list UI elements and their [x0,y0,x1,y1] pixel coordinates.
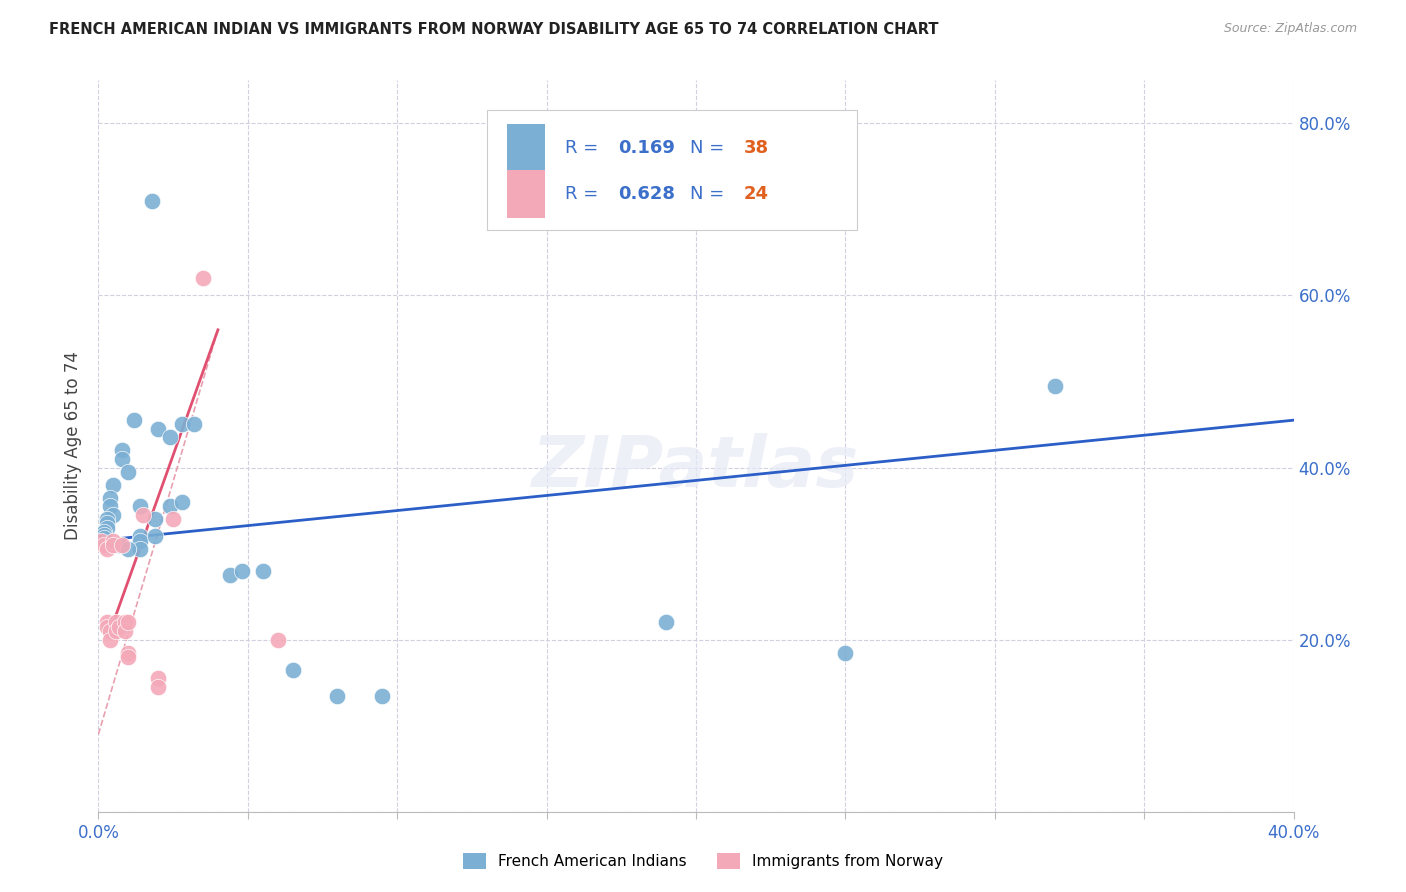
Point [98,491,122,505]
Text: FRENCH AMERICAN INDIAN VS IMMIGRANTS FROM NORWAY DISABILITY AGE 65 TO 74 CORRELA: FRENCH AMERICAN INDIAN VS IMMIGRANTS FRO… [49,22,939,37]
FancyBboxPatch shape [486,110,858,230]
Point [90,533,112,548]
Point [267,632,290,647]
FancyBboxPatch shape [508,170,546,218]
Point [103,477,125,491]
Point [93,524,115,539]
Text: Source: ZipAtlas.com: Source: ZipAtlas.com [1223,22,1357,36]
Point [143,512,166,526]
Legend: French American Indians, Immigrants from Norway: French American Indians, Immigrants from… [457,847,949,875]
Point [281,663,304,677]
Point [114,624,136,638]
Point [96,516,118,531]
FancyBboxPatch shape [508,124,546,171]
Point [191,271,214,285]
Point [172,417,194,432]
Point [129,529,152,543]
Point [655,615,678,630]
Point [96,512,118,526]
Point [111,538,134,552]
Point [114,615,136,630]
Point [124,413,146,427]
Point [93,538,115,552]
Point [98,624,122,638]
Point [117,649,139,664]
Point [183,417,205,432]
Text: R =: R = [565,139,603,157]
Point [148,680,170,694]
Point [371,689,394,703]
Point [162,512,184,526]
Point [1043,378,1066,392]
Y-axis label: Disability Age 65 to 74: Disability Age 65 to 74 [65,351,83,541]
Point [834,646,856,660]
Text: 0.628: 0.628 [619,185,675,203]
Point [111,443,134,458]
Point [117,646,139,660]
Point [129,533,152,548]
Point [159,500,181,514]
Point [159,430,181,444]
Point [129,500,152,514]
Text: R =: R = [565,185,603,203]
Point [93,531,115,545]
Point [108,538,131,552]
Point [111,451,134,466]
Point [252,564,274,578]
Text: ZIPatlas: ZIPatlas [533,434,859,502]
Point [117,465,139,479]
Point [96,615,118,630]
Text: 38: 38 [744,139,769,157]
Point [103,533,125,548]
Point [98,500,122,514]
Point [108,620,131,634]
Point [103,538,125,552]
Point [105,624,128,638]
Text: N =: N = [690,139,730,157]
Point [148,671,170,685]
Point [148,422,170,436]
Point [129,542,152,557]
Point [96,521,118,535]
Point [93,527,115,541]
Point [98,632,122,647]
Text: 24: 24 [744,185,769,203]
Text: N =: N = [690,185,730,203]
Point [117,542,139,557]
Point [96,620,118,634]
Point [132,508,155,522]
Point [117,615,139,630]
Point [231,564,253,578]
Point [219,568,242,582]
Point [143,529,166,543]
Point [96,542,118,557]
Point [103,508,125,522]
Point [172,495,194,509]
Point [326,689,349,703]
Text: 0.169: 0.169 [619,139,675,157]
Point [105,615,128,630]
Point [141,194,163,208]
